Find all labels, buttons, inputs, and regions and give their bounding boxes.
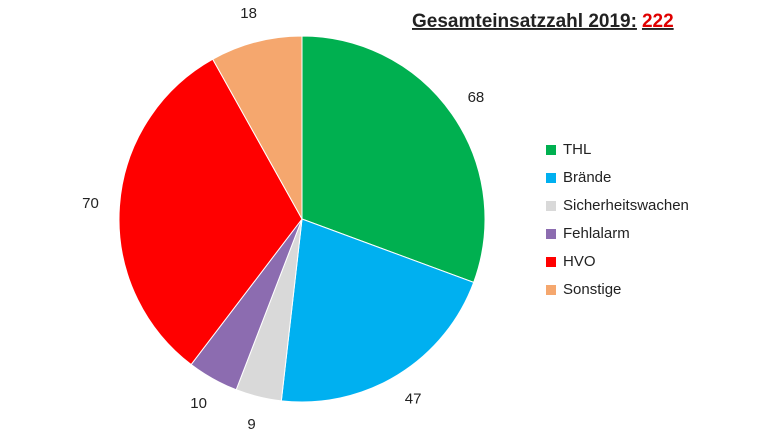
pie-slice bbox=[212, 35, 303, 221]
data-label: 68 bbox=[468, 89, 485, 106]
legend-swatch bbox=[546, 229, 556, 239]
pie-slice bbox=[301, 35, 486, 284]
legend-label: Sicherheitswachen bbox=[563, 197, 689, 214]
legend-label: Sonstige bbox=[563, 281, 621, 298]
legend-swatch bbox=[546, 173, 556, 183]
data-label: 70 bbox=[82, 195, 99, 212]
legend-label: Brände bbox=[563, 169, 611, 186]
legend-label: Fehlalarm bbox=[563, 225, 630, 242]
legend-swatch bbox=[546, 145, 556, 155]
legend-label: THL bbox=[563, 141, 591, 158]
pie-slice bbox=[280, 218, 475, 403]
total: 222 bbox=[642, 11, 674, 32]
legend-swatch bbox=[546, 257, 556, 267]
data-label: 18 bbox=[240, 5, 257, 22]
legend-swatch bbox=[546, 285, 556, 295]
chart-title: Gesamteinsatzzahl 2019: 222 bbox=[412, 11, 674, 32]
data-label: 10 bbox=[190, 395, 207, 412]
title-text: Gesamteinsatzzahl 2019: bbox=[412, 11, 637, 32]
data-label: 9 bbox=[247, 416, 255, 433]
legend-label: HVO bbox=[563, 253, 596, 270]
legend-swatch bbox=[546, 201, 556, 211]
pie-slice bbox=[118, 58, 303, 366]
data-label: 47 bbox=[405, 390, 422, 407]
